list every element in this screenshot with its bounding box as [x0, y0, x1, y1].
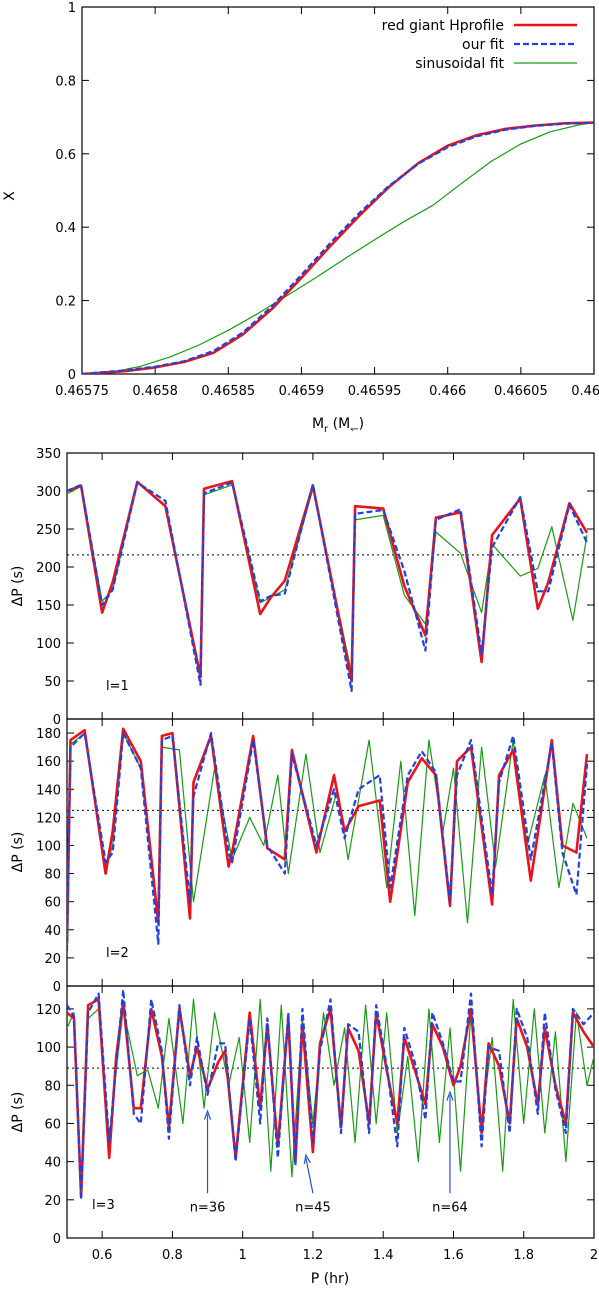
- l2-series: [67, 727, 589, 951]
- x-tick-label: 0.46585: [201, 384, 255, 399]
- y-tick-label: 0.2: [55, 295, 76, 310]
- y-tick-label: 0: [53, 713, 61, 728]
- y-tick-label: 80: [44, 1079, 61, 1094]
- legend-label: sinusoidal fit: [415, 56, 504, 72]
- l3-plot-frame: [66, 985, 595, 1239]
- y-tick-label: 0.8: [55, 74, 76, 89]
- y-tick-label: 50: [44, 675, 61, 690]
- legend: red giant Hprofile our fit sinusoidal fit: [382, 18, 577, 72]
- series-sinusoidal-fit: [67, 998, 594, 1191]
- y-tick-label: 80: [44, 868, 61, 883]
- l1-y-axis-label: ΔP (s): [10, 566, 26, 607]
- series-our-fit: [67, 988, 594, 1201]
- y-tick-label: 0: [68, 368, 76, 383]
- series-our-fit: [82, 121, 594, 374]
- l3-series: [67, 988, 594, 1201]
- x-tick-label: 0.46575: [55, 384, 109, 399]
- x-tick-label: 0.46595: [348, 384, 402, 399]
- x-tick-label: 0.8: [162, 1248, 183, 1263]
- mode-label: n=45: [295, 1200, 331, 1215]
- top-y-axis-label: X: [2, 191, 18, 201]
- y-tick-label: 0: [53, 1232, 61, 1247]
- y-tick-label: 160: [36, 755, 61, 770]
- x-tick-label: 1.6: [443, 1248, 464, 1263]
- series-sinusoidal-fit: [67, 732, 588, 944]
- x-tick-label: 1: [239, 1248, 247, 1263]
- top-series: [82, 121, 594, 374]
- top-y-ticks: 0 0.2 0.4 0.6 0.8 1: [55, 1, 594, 383]
- y-tick-label: 180: [36, 727, 61, 742]
- l3-period-spacing-panel: 0 20 40 60 80 100 120 0.6 0.8 1 1.2 1.4 1.6 1.8 2 n=3…: [10, 985, 598, 1287]
- y-tick-label: 100: [36, 839, 61, 854]
- y-tick-label: 20: [44, 952, 61, 967]
- l2-period-spacing-panel: 0 20 40 60 80 100 120 140 160 180 ΔP (s) l=2: [10, 718, 595, 995]
- mode-arrows: n=36 n=45 n=64: [190, 1090, 468, 1215]
- series-red-giant-hprofile: [67, 479, 589, 683]
- y-tick-label: 40: [44, 1156, 61, 1171]
- l1-annotation: l=1: [106, 679, 129, 694]
- y-tick-label: 140: [36, 783, 61, 798]
- hydrogen-profile-panel: 00.20.40.60.81 0.46575 0.4658 0.46585 0.465…: [2, 1, 599, 435]
- y-tick-label: 60: [44, 1117, 61, 1132]
- series-sinusoidal-fit: [82, 122, 594, 374]
- y-tick-label: 100: [36, 637, 61, 652]
- series-our-fit: [67, 731, 589, 951]
- l2-annotation: l=2: [106, 946, 129, 961]
- x-tick-label: 0.46605: [494, 384, 548, 399]
- y-tick-label: 20: [44, 1194, 61, 1209]
- mode-label: n=36: [190, 1200, 226, 1215]
- x-tick-label: 0.4659: [279, 384, 325, 399]
- arrow-head: [446, 1090, 454, 1101]
- y-tick-label: 40: [44, 924, 61, 939]
- series-our-fit: [67, 481, 588, 693]
- l2-y-axis-label: ΔP (s): [10, 832, 26, 873]
- l2-x-ticks: [101, 719, 595, 986]
- x-tick-label: 0.4658: [132, 384, 178, 399]
- y-tick-label: 120: [36, 1003, 61, 1018]
- top-plot-frame: [81, 6, 595, 375]
- l1-y-ticks: 0 50 100 150 200 250 300 350: [36, 447, 594, 728]
- x-tick-label: 1.4: [373, 1248, 394, 1263]
- y-tick-label: 200: [36, 561, 61, 576]
- y-tick-label: 250: [36, 523, 61, 538]
- x-tick-label: 0.6: [92, 1248, 113, 1263]
- x-tick-label: 2: [590, 1248, 598, 1263]
- mode-label: n=64: [432, 1200, 468, 1215]
- arrow-head: [203, 1109, 212, 1120]
- x-tick-label: 1.8: [513, 1248, 534, 1263]
- top-x-axis-label: Mr (M↽): [312, 416, 364, 435]
- l2-y-ticks: 0 20 40 60 80 100 120 140 160 180: [36, 727, 594, 995]
- top-x-ticks: 0.46575 0.4658 0.46585 0.4659 0.46595 0.466 0.…: [55, 7, 599, 399]
- arrow-head: [303, 1153, 311, 1165]
- y-tick-label: 120: [36, 811, 61, 826]
- x-tick-label: 0.4661: [571, 384, 599, 399]
- y-tick-label: 0: [53, 980, 61, 995]
- l3-annotation: l=3: [92, 1198, 115, 1213]
- arrow-shaft: [305, 1157, 314, 1194]
- y-tick-label: 0.4: [55, 221, 76, 236]
- y-tick-label: 150: [36, 599, 61, 614]
- y-tick-label: 100: [36, 1041, 61, 1056]
- l3-x-axis-label: P (hr): [311, 1271, 349, 1287]
- y-tick-label: 350: [36, 447, 61, 462]
- l3-y-axis-label: ΔP (s): [10, 1092, 26, 1133]
- l3-x-ticks: 0.6 0.8 1 1.2 1.4 1.6 1.8 2: [92, 986, 598, 1263]
- legend-label: our fit: [462, 37, 504, 53]
- x-tick-label: 1.2: [303, 1248, 324, 1263]
- series-red-giant-hprofile: [67, 727, 589, 944]
- series-red-giant-hprofile: [82, 121, 594, 374]
- y-tick-label: 60: [44, 896, 61, 911]
- l1-plot-frame: [66, 452, 595, 720]
- y-tick-label: 300: [36, 485, 61, 500]
- l1-period-spacing-panel: 0 50 100 150 200 250 300 350 ΔP (s) l=1: [10, 447, 595, 728]
- legend-label: red giant Hprofile: [382, 18, 504, 34]
- x-tick-label: 0.466: [429, 384, 466, 399]
- y-tick-label: 1: [68, 1, 76, 16]
- l1-x-ticks: [101, 453, 595, 719]
- l1-series: [67, 479, 589, 693]
- y-tick-label: 0.6: [55, 148, 76, 163]
